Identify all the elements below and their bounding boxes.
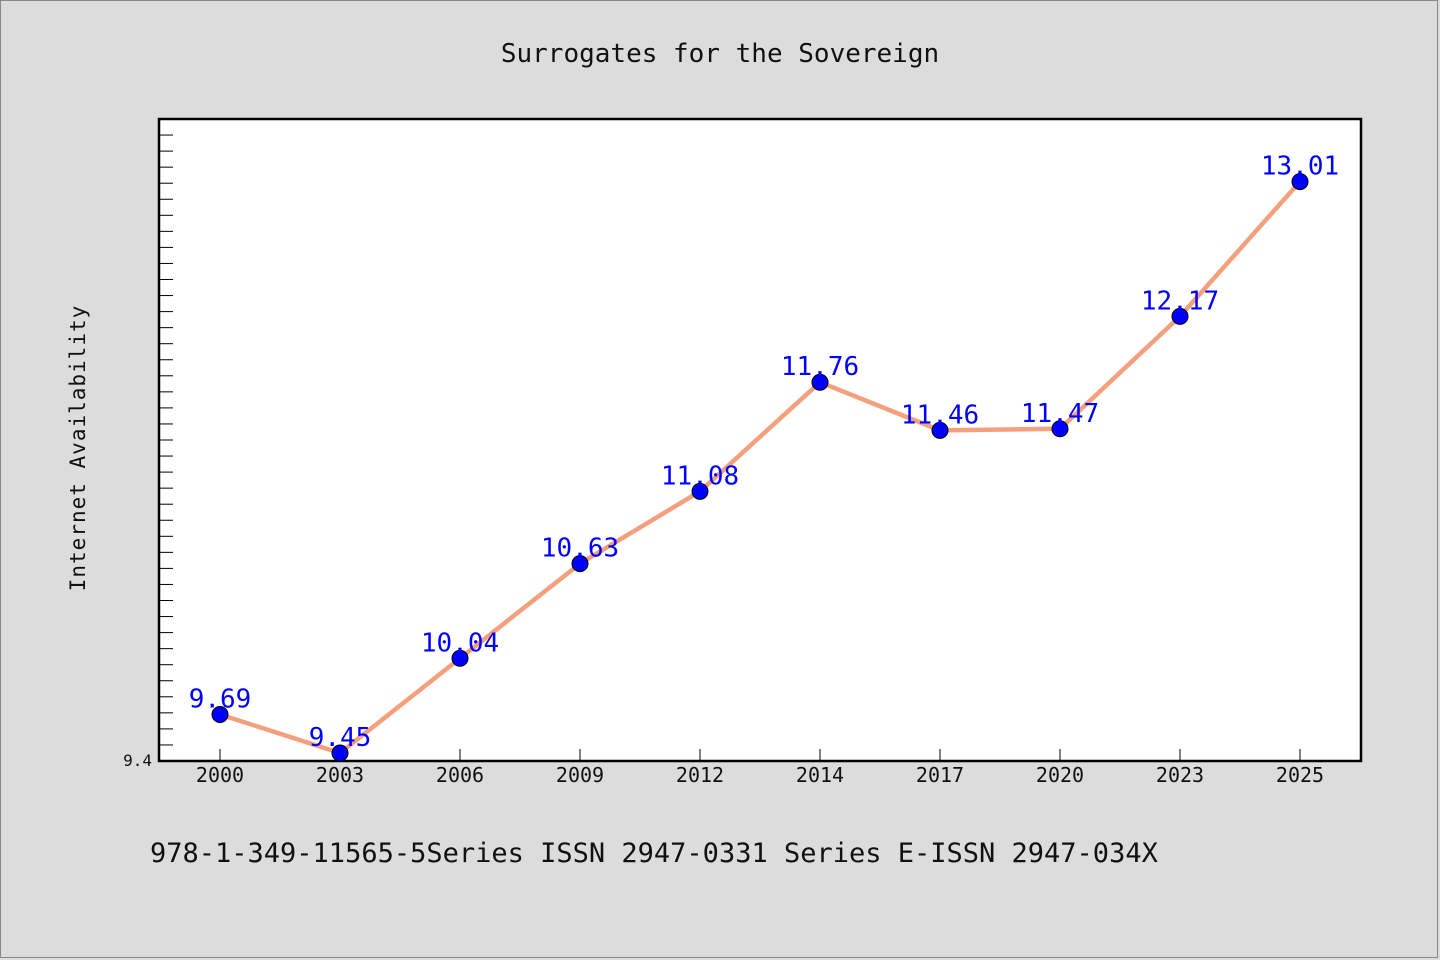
data-point bbox=[931, 421, 949, 439]
plot-area bbox=[157, 117, 1363, 763]
data-point bbox=[211, 705, 229, 723]
x-tick-label: 2025 bbox=[1276, 763, 1324, 787]
data-point bbox=[1051, 420, 1069, 438]
data-point bbox=[1171, 307, 1189, 325]
x-tick-label: 2023 bbox=[1156, 763, 1204, 787]
data-label: 12.17 bbox=[1141, 286, 1219, 316]
chart-title: Surrogates for the Sovereign bbox=[501, 39, 939, 69]
data-label: 11.76 bbox=[781, 352, 859, 382]
x-axis-tick-labels: 2000 2003 2006 2009 2012 2014 2017 2020 2023 2025 bbox=[196, 763, 1324, 787]
data-point bbox=[1291, 173, 1309, 191]
data-label: 10.63 bbox=[541, 534, 619, 564]
footer-text: 978-1-349-11565-5Series ISSN 2947-0331 S… bbox=[150, 838, 1158, 869]
x-axis-ticks bbox=[219, 749, 1301, 761]
y-axis-tick-label: 9.4 bbox=[123, 751, 152, 770]
x-tick-label: 2003 bbox=[316, 763, 364, 787]
data-point bbox=[571, 555, 589, 573]
x-tick-label: 2020 bbox=[1036, 763, 1084, 787]
series-line bbox=[217, 179, 1303, 756]
data-point bbox=[451, 649, 469, 667]
x-tick-label: 2006 bbox=[436, 763, 484, 787]
y-axis-ticks bbox=[159, 118, 173, 762]
y-axis-label: Internet Availability bbox=[66, 305, 90, 592]
x-tick-label: 2017 bbox=[916, 763, 964, 787]
x-tick-label: 2014 bbox=[796, 763, 844, 787]
data-label: 10.04 bbox=[421, 628, 499, 658]
data-label: 11.46 bbox=[901, 400, 979, 430]
x-tick-label: 2012 bbox=[676, 763, 724, 787]
x-tick-label: 2009 bbox=[556, 763, 604, 787]
data-label: 9.45 bbox=[309, 723, 372, 753]
data-label: 13.01 bbox=[1261, 152, 1339, 182]
series-group: 9.69 9.45 10.04 10.63 11.08 11.76 11.46 11.47 12… bbox=[189, 152, 1339, 762]
data-label: 11.47 bbox=[1021, 399, 1099, 429]
data-point bbox=[691, 482, 709, 500]
data-point bbox=[811, 373, 829, 391]
data-point bbox=[331, 744, 349, 762]
data-label: 11.08 bbox=[661, 461, 739, 491]
data-label: 9.69 bbox=[189, 684, 252, 714]
x-tick-label: 2000 bbox=[196, 763, 244, 787]
